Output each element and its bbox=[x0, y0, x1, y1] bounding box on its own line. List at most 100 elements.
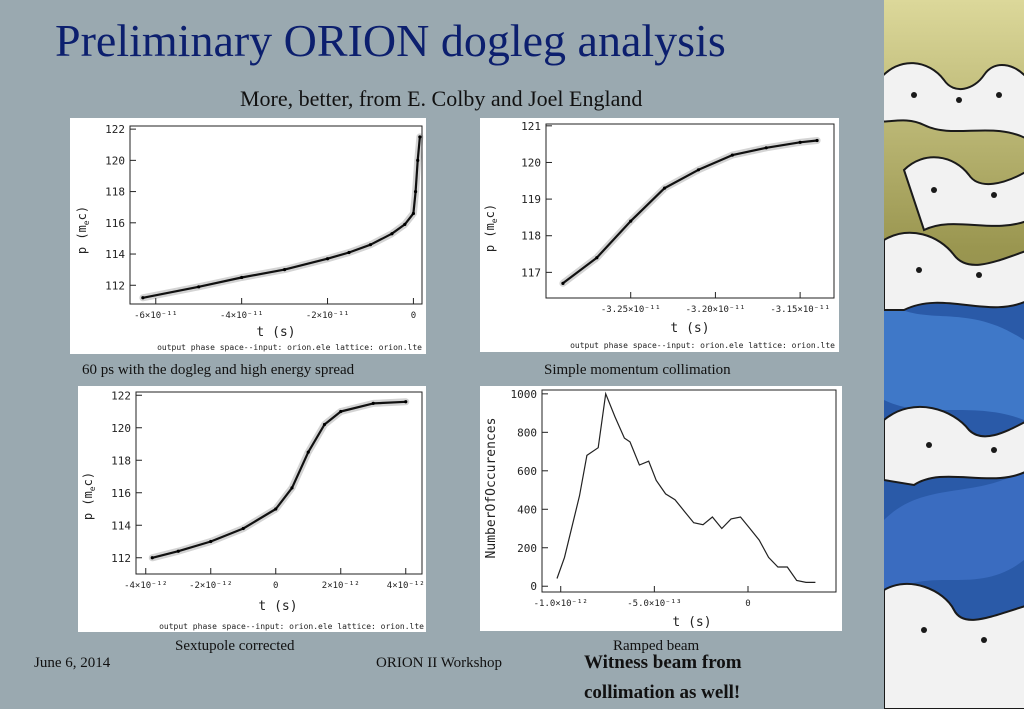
particle-point bbox=[339, 409, 343, 414]
x-axis-label: t (s) bbox=[670, 321, 709, 336]
x-tick-label: -4×10⁻¹² bbox=[124, 581, 167, 591]
y-tick-label: 120 bbox=[521, 156, 541, 169]
chart-panel-1: p (mec) t (s) output phase space--input:… bbox=[70, 118, 426, 354]
y-axis-label: p (mec) bbox=[75, 206, 91, 254]
chart-1-svg: p (mec) t (s) output phase space--input:… bbox=[75, 123, 424, 352]
caption-4: Ramped beam bbox=[613, 638, 700, 654]
particle-point bbox=[815, 138, 819, 143]
x-tick-label: 0 bbox=[411, 311, 416, 321]
footnote: output phase space--input: orion.ele lat… bbox=[159, 622, 424, 631]
particle-point bbox=[306, 450, 310, 454]
x-tick-label: -3.15×10⁻¹¹ bbox=[770, 305, 830, 315]
particle-point bbox=[325, 257, 330, 261]
particle-point bbox=[240, 275, 244, 280]
x-tick-label: -6×10⁻¹¹ bbox=[134, 311, 177, 321]
x-axis-label: t (s) bbox=[256, 325, 295, 340]
y-tick-label: 200 bbox=[517, 542, 537, 555]
particle-point bbox=[368, 243, 373, 247]
y-tick-label: 400 bbox=[517, 503, 537, 516]
plot-frame bbox=[541, 389, 837, 593]
x-tick-label: -2×10⁻¹¹ bbox=[306, 311, 349, 321]
y-tick-label: 114 bbox=[111, 519, 131, 532]
x-axis-label: t (s) bbox=[258, 599, 297, 614]
x-tick-label: 4×10⁻¹² bbox=[387, 581, 425, 591]
slide-title: Preliminary ORION dogleg analysis bbox=[55, 15, 726, 66]
particle-cloud bbox=[559, 137, 821, 287]
particle-point bbox=[595, 256, 599, 260]
plot-frame bbox=[129, 125, 423, 305]
x-tick-label: -4×10⁻¹¹ bbox=[220, 311, 263, 321]
y-axis-label: NumberOfOccurences bbox=[484, 418, 499, 559]
x-tick-label: -3.25×10⁻¹¹ bbox=[601, 305, 661, 315]
particle-point bbox=[347, 250, 351, 255]
particle-point bbox=[418, 135, 422, 139]
caption-3: Sextupole corrected bbox=[175, 638, 295, 654]
particle-point bbox=[411, 211, 416, 216]
particle-point bbox=[371, 401, 375, 405]
particle-point bbox=[274, 507, 278, 511]
y-tick-label: 116 bbox=[105, 217, 125, 230]
y-tick-label: 119 bbox=[521, 193, 541, 206]
y-tick-label: 122 bbox=[111, 389, 131, 402]
particle-point bbox=[696, 168, 701, 172]
y-tick-label: 120 bbox=[111, 422, 131, 435]
x-tick-label: 0 bbox=[273, 581, 278, 591]
particle-point bbox=[730, 153, 734, 157]
particle-point bbox=[413, 189, 418, 194]
x-tick-label: 0 bbox=[745, 599, 750, 609]
chart-panel-2: p (mec) t (s) output phase space--input:… bbox=[480, 118, 839, 352]
y-tick-label: 600 bbox=[517, 465, 537, 478]
x-tick-label: -2×10⁻¹² bbox=[189, 581, 232, 591]
y-tick-label: 118 bbox=[105, 186, 125, 199]
plot-frame bbox=[135, 391, 423, 575]
chart-3-svg: p (mec) t (s) output phase space--input:… bbox=[81, 389, 425, 631]
y-tick-label: 118 bbox=[521, 230, 541, 243]
particle-point bbox=[390, 232, 394, 236]
y-tick-label: 800 bbox=[517, 426, 537, 439]
particle-point bbox=[290, 486, 294, 490]
particle-point bbox=[150, 556, 154, 560]
particle-point bbox=[403, 222, 407, 226]
x-axis-label: t (s) bbox=[672, 615, 711, 630]
chart-panel-4: NumberOfOccurences t (s) -1.0×10⁻¹² -5.0×… bbox=[480, 386, 842, 631]
particle-point bbox=[209, 539, 213, 544]
particle-point bbox=[322, 422, 327, 427]
x-tick-label: 2×10⁻¹² bbox=[322, 581, 360, 591]
plot-frame bbox=[545, 123, 835, 299]
y-tick-label: 118 bbox=[111, 454, 131, 467]
y-tick-label: 0 bbox=[530, 580, 537, 593]
footnote: output phase space--input: orion.ele lat… bbox=[570, 341, 835, 350]
y-axis-label: p (mec) bbox=[81, 472, 97, 520]
particle-point bbox=[764, 146, 768, 150]
particle-point bbox=[798, 140, 802, 144]
x-tick-label: -5.0×10⁻¹³ bbox=[627, 599, 681, 609]
particle-point bbox=[282, 268, 287, 272]
x-tick-label: -3.20×10⁻¹¹ bbox=[686, 305, 746, 315]
y-axis-label: p (mec) bbox=[483, 204, 499, 252]
particle-point bbox=[662, 186, 667, 190]
y-tick-label: 112 bbox=[105, 279, 125, 292]
particle-point bbox=[629, 219, 633, 223]
x-tick-label: -1.0×10⁻¹² bbox=[534, 599, 588, 609]
footnote: output phase space--input: orion.ele lat… bbox=[157, 343, 422, 352]
y-tick-label: 116 bbox=[111, 487, 131, 500]
y-tick-label: 122 bbox=[105, 123, 125, 136]
particle-cloud bbox=[148, 398, 410, 562]
particle-point bbox=[141, 296, 145, 300]
note-line-1: Witness beam from bbox=[584, 652, 742, 673]
y-tick-label: 114 bbox=[105, 248, 125, 261]
particle-point bbox=[561, 281, 565, 285]
witness-note: Witness beam from collimation as well! bbox=[584, 648, 742, 708]
y-tick-label: 121 bbox=[521, 120, 541, 133]
particle-point bbox=[241, 526, 245, 531]
y-tick-label: 112 bbox=[111, 552, 131, 565]
chart-4-svg: NumberOfOccurences t (s) -1.0×10⁻¹² -5.0×… bbox=[484, 388, 837, 630]
y-tick-label: 1000 bbox=[511, 388, 538, 401]
footer-center: ORION II Workshop bbox=[376, 655, 503, 671]
caption-1: 60 ps with the dogleg and high energy sp… bbox=[82, 362, 355, 378]
chart-panel-3: p (mec) t (s) output phase space--input:… bbox=[78, 386, 426, 632]
note-line-2: collimation as well! bbox=[584, 682, 741, 703]
slide-subtitle: More, better, from E. Colby and Joel Eng… bbox=[240, 86, 643, 111]
y-tick-label: 117 bbox=[521, 266, 541, 279]
particle-core bbox=[561, 139, 819, 285]
